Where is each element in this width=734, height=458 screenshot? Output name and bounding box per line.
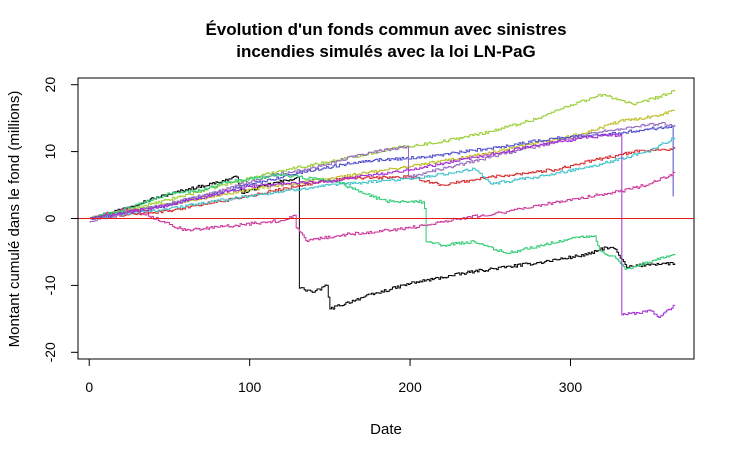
series-line-6 [89, 137, 676, 219]
y-tick-label: -20 [42, 342, 58, 362]
x-axis-title: Date [370, 421, 402, 438]
series-layer [89, 90, 676, 319]
y-tick-label: 20 [42, 77, 58, 93]
series-line-4 [89, 147, 676, 220]
x-tick-label: 100 [238, 379, 262, 395]
series-line-3 [89, 109, 676, 220]
series-line-1 [89, 175, 676, 310]
series-line-8 [89, 171, 676, 243]
x-tick-label: 0 [85, 379, 93, 395]
x-tick-label: 200 [398, 379, 422, 395]
chart-title-line1: Évolution d'un fonds commun avec sinistr… [205, 20, 566, 39]
y-axis: -20 -10 0 10 20 [42, 77, 79, 362]
series-line-9 [89, 173, 676, 270]
x-tick-label: 300 [559, 379, 583, 395]
x-axis: 0 100 200 300 [85, 358, 583, 395]
y-tick-label: 0 [42, 214, 58, 222]
y-tick-label: 10 [42, 144, 58, 160]
series-line-7 [89, 121, 676, 223]
y-tick-label: -10 [42, 275, 58, 295]
y-axis-title: Montant cumulé dans le fond (millions) [6, 91, 23, 348]
series-line-10 [89, 133, 676, 319]
chart-title-line2: incendies simulés avec la loi LN-PaG [236, 42, 536, 61]
